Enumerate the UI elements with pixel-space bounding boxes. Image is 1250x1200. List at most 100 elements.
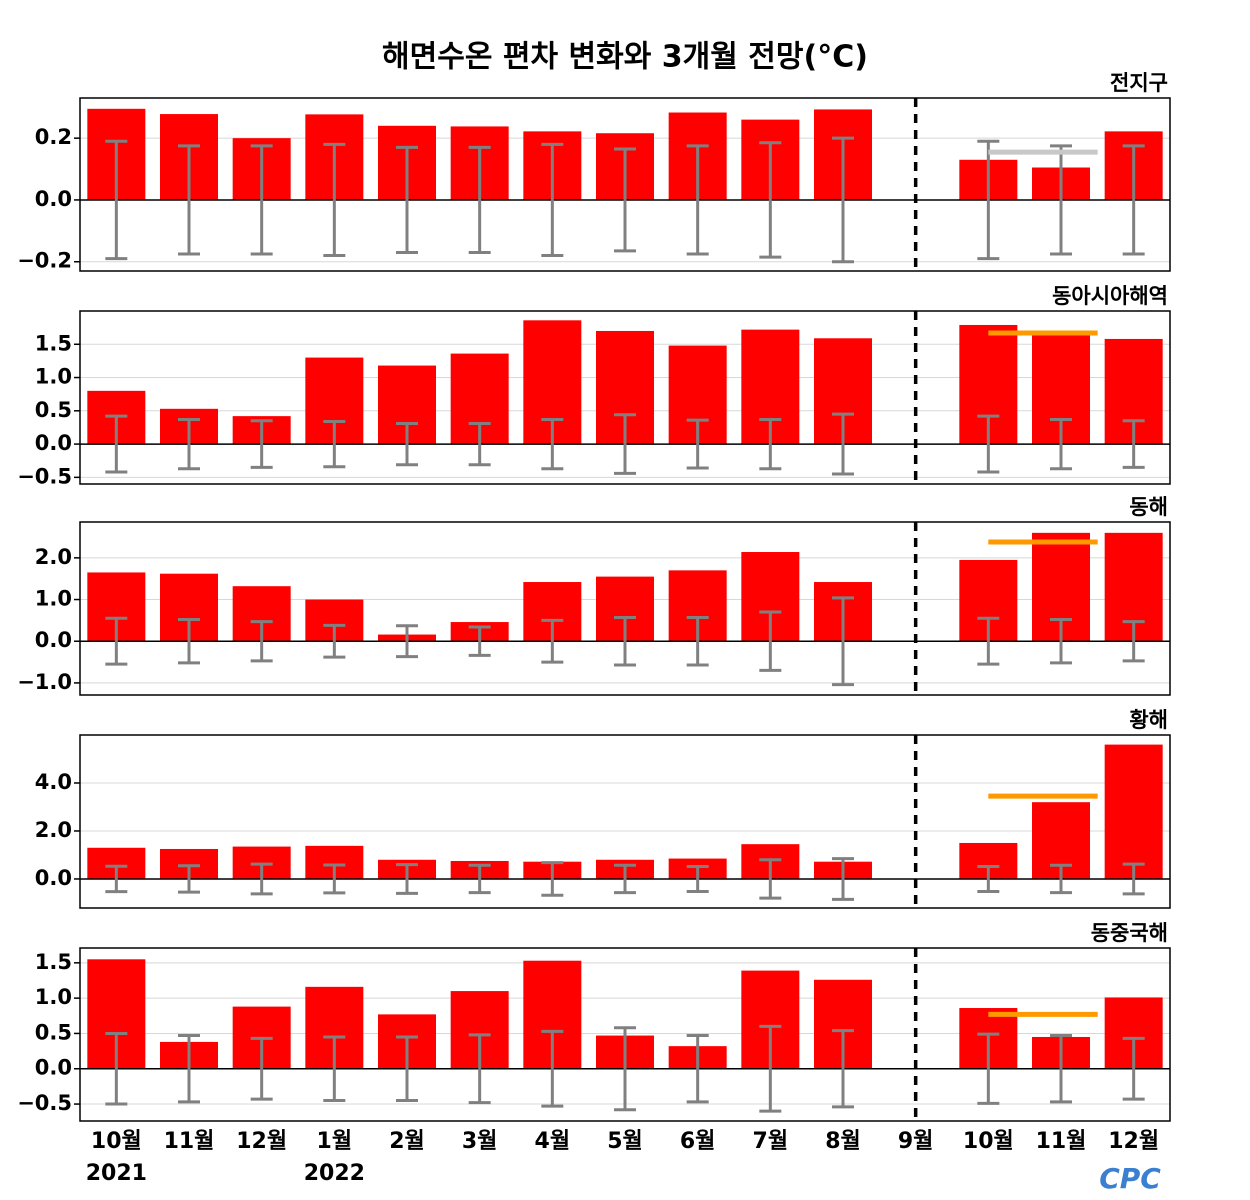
panel-title: 동중국해 — [1091, 921, 1168, 945]
x-tick-label: 10월 — [91, 1129, 142, 1154]
error-bar — [832, 857, 854, 901]
error-bar — [832, 412, 854, 476]
logo: CPC — [1099, 1162, 1161, 1195]
panel-title: 전지구 — [1110, 71, 1168, 95]
error-bar — [541, 618, 564, 664]
error-bar — [977, 139, 1000, 261]
y-tick-label: 2.0 — [35, 818, 72, 842]
error-bar — [832, 136, 854, 264]
error-bar — [468, 625, 491, 657]
y-tick-label: 1.5 — [35, 950, 72, 974]
error-bar — [396, 145, 418, 254]
error-bar — [614, 863, 636, 895]
x-tick-label: 5월 — [607, 1129, 643, 1154]
y-tick-label: 1.0 — [35, 587, 72, 611]
error-bar — [396, 863, 418, 895]
error-bar — [323, 863, 346, 895]
x-tick-label: 2월 — [389, 1129, 425, 1154]
error-bar — [323, 142, 346, 258]
x-tick-label: 12월 — [236, 1129, 287, 1154]
x-tick-label: 9월 — [898, 1129, 934, 1154]
year-label: 2022 — [304, 1161, 365, 1186]
error-bar — [759, 610, 782, 672]
y-tick-label: 1.0 — [35, 985, 72, 1009]
error-bar — [1122, 1036, 1145, 1101]
error-bar — [541, 861, 564, 897]
error-bar — [759, 858, 782, 900]
x-tick-label: 6월 — [680, 1129, 716, 1154]
error-bar — [323, 623, 346, 659]
error-bar — [250, 862, 273, 896]
error-bar — [614, 1026, 636, 1112]
error-bar — [977, 414, 1000, 474]
error-bar — [614, 615, 636, 667]
error-bar — [686, 418, 709, 470]
error-bar — [614, 413, 636, 475]
bar — [1104, 744, 1163, 879]
x-tick-label: 11월 — [1036, 1129, 1087, 1154]
error-bar — [250, 144, 273, 256]
error-bar — [178, 864, 200, 894]
error-bar — [977, 616, 1000, 666]
error-bar — [977, 864, 1000, 893]
chart-title: 해면수온 편차 변화와 3개월 전망(°C) — [382, 40, 868, 75]
error-bar — [323, 1035, 346, 1103]
error-bar — [832, 1029, 854, 1109]
year-label: 2021 — [86, 1161, 147, 1186]
error-bar — [759, 141, 782, 259]
error-bar — [250, 419, 273, 469]
error-bar — [105, 414, 128, 474]
y-tick-label: 0.0 — [35, 1056, 72, 1080]
error-bar — [1050, 863, 1072, 895]
error-bar — [541, 417, 564, 471]
error-bar — [759, 1024, 782, 1113]
error-bar — [323, 419, 346, 469]
y-tick-label: 0.2 — [35, 125, 72, 149]
y-tick-label: 1.5 — [35, 331, 72, 355]
error-bar — [1122, 419, 1145, 469]
y-tick-label: 4.0 — [35, 770, 72, 794]
x-tick-label: 10월 — [963, 1129, 1014, 1154]
error-bar — [396, 624, 418, 659]
y-tick-label: 0.5 — [35, 398, 72, 422]
y-tick-label: 0.0 — [35, 628, 72, 652]
error-bar — [686, 864, 709, 893]
error-bar — [1050, 144, 1072, 256]
error-bar — [977, 1032, 1000, 1105]
error-bar — [1050, 417, 1072, 471]
error-bar — [541, 142, 564, 258]
error-bar — [1050, 1034, 1072, 1104]
error-bar — [178, 144, 200, 256]
x-tick-label: 3월 — [462, 1129, 498, 1154]
error-bar — [686, 615, 709, 667]
error-bar — [396, 1035, 418, 1103]
plot-frame — [79, 97, 1171, 272]
error-bar — [1122, 144, 1145, 256]
error-bar — [468, 145, 491, 254]
error-bar — [178, 1034, 200, 1104]
error-bar — [1122, 862, 1145, 896]
error-bar — [1122, 620, 1145, 663]
error-bar — [541, 1029, 564, 1108]
error-bar — [178, 618, 200, 665]
error-bar — [832, 596, 854, 687]
error-bar — [468, 421, 491, 467]
error-bar — [468, 1033, 491, 1105]
plot-frame — [79, 734, 1171, 909]
error-bar — [105, 1031, 128, 1106]
error-bar — [759, 417, 782, 471]
panel-title: 동해 — [1129, 495, 1168, 519]
panel-title: 동아시아해역 — [1052, 284, 1168, 308]
y-tick-label: −0.5 — [17, 464, 72, 488]
error-bar — [396, 421, 418, 467]
y-tick-label: −0.2 — [17, 249, 72, 273]
error-bar — [178, 417, 200, 471]
y-tick-label: 0.0 — [35, 187, 72, 211]
error-bar — [1050, 618, 1072, 665]
error-bar — [105, 616, 128, 666]
error-bar — [614, 147, 636, 253]
error-bar — [686, 1034, 709, 1104]
error-bar — [250, 1036, 273, 1101]
error-bar — [468, 863, 491, 895]
